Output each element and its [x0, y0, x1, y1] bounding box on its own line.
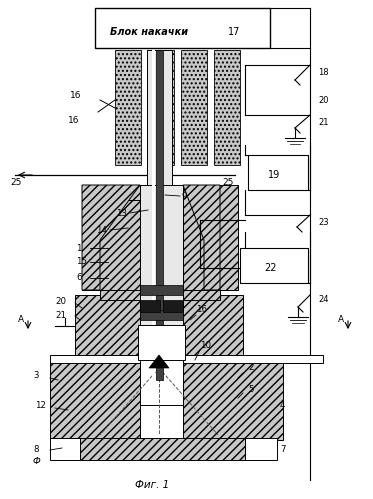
Bar: [147, 50, 172, 380]
Text: Блок накачки: Блок накачки: [110, 27, 188, 37]
Text: 21: 21: [318, 117, 329, 127]
Bar: [80, 438, 245, 460]
Bar: [240, 248, 308, 283]
Text: 3: 3: [33, 370, 38, 380]
Bar: [50, 438, 80, 460]
Text: 2: 2: [248, 363, 254, 372]
Text: Ф: Ф: [33, 458, 41, 467]
Bar: [156, 50, 163, 380]
Polygon shape: [149, 355, 169, 368]
Text: 16: 16: [68, 115, 79, 124]
Bar: [82, 185, 140, 290]
Text: 6: 6: [76, 273, 81, 282]
Bar: [183, 290, 220, 300]
Bar: [214, 50, 240, 165]
Text: 8: 8: [33, 446, 38, 455]
Text: 22: 22: [264, 263, 276, 273]
Text: 14: 14: [96, 226, 107, 235]
Bar: [152, 50, 155, 380]
Bar: [183, 185, 238, 290]
Bar: [140, 300, 160, 312]
Text: 16: 16: [196, 305, 207, 314]
Text: А: А: [18, 315, 24, 324]
Bar: [245, 438, 277, 460]
Text: 23: 23: [318, 218, 329, 227]
Text: 1: 1: [76, 244, 81, 252]
Bar: [138, 325, 185, 360]
Bar: [75, 295, 140, 355]
Bar: [163, 300, 183, 312]
Text: 25: 25: [222, 178, 233, 187]
Text: 5: 5: [248, 386, 254, 395]
Text: 4: 4: [280, 401, 285, 410]
Bar: [140, 285, 183, 295]
Text: 7: 7: [280, 446, 285, 455]
Bar: [248, 155, 308, 190]
Text: 12: 12: [35, 401, 46, 410]
Bar: [140, 310, 183, 320]
Text: 19: 19: [268, 170, 280, 180]
Bar: [183, 295, 243, 355]
Bar: [148, 50, 174, 165]
Text: Фиг. 1: Фиг. 1: [135, 480, 169, 490]
Text: 13: 13: [116, 209, 127, 218]
Bar: [100, 290, 140, 300]
Text: 20: 20: [318, 95, 329, 104]
Bar: [140, 185, 183, 325]
Bar: [115, 50, 141, 165]
Text: 24: 24: [318, 295, 329, 304]
Text: 16: 16: [70, 90, 81, 99]
Bar: [181, 50, 207, 165]
Bar: [95, 185, 140, 200]
Bar: [183, 360, 283, 440]
Text: 25: 25: [10, 178, 21, 187]
Text: 21: 21: [55, 310, 66, 319]
Bar: [140, 355, 183, 405]
Polygon shape: [183, 185, 220, 290]
Polygon shape: [82, 185, 140, 290]
Bar: [95, 8, 270, 48]
Text: 9: 9: [181, 192, 186, 201]
Text: 15: 15: [76, 257, 87, 266]
Text: 17: 17: [228, 27, 240, 37]
Text: 20: 20: [55, 297, 66, 306]
Text: 10: 10: [200, 340, 211, 349]
Text: А: А: [338, 315, 344, 324]
Bar: [50, 355, 323, 363]
Bar: [50, 360, 140, 440]
Text: 18: 18: [318, 67, 329, 76]
